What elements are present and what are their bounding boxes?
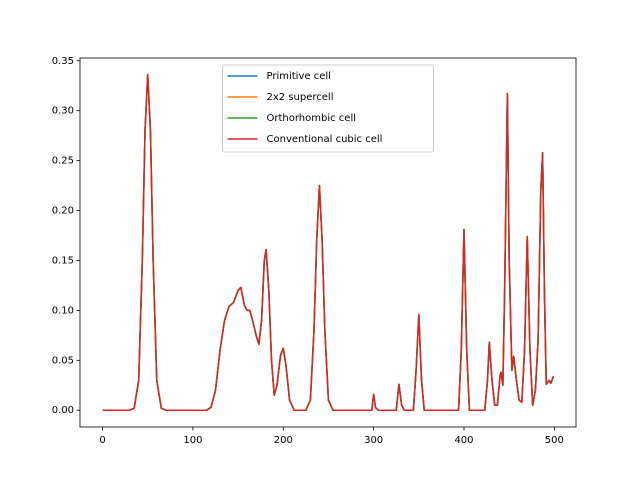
x-tick-label: 0: [99, 435, 105, 446]
legend-label: Conventional cubic cell: [267, 134, 383, 145]
y-tick-label: 0.35: [52, 56, 74, 67]
legend-label: Primitive cell: [267, 71, 331, 82]
y-tick-label: 0.00: [52, 405, 74, 416]
y-tick-label: 0.25: [52, 156, 74, 167]
x-tick-label: 300: [364, 435, 383, 446]
series-line: [102, 74, 555, 411]
x-tick-label: 100: [183, 435, 202, 446]
legend-box: [222, 64, 434, 153]
y-tick-label: 0.30: [52, 106, 74, 117]
x-tick-label: 400: [454, 435, 473, 446]
x-tick-label: 500: [545, 435, 564, 446]
legend-label: 2x2 supercell: [267, 92, 334, 103]
x-tick-label: 200: [274, 435, 293, 446]
y-tick-label: 0.20: [52, 206, 74, 217]
y-tick-label: 0.10: [52, 305, 74, 316]
y-tick-label: 0.05: [52, 355, 74, 366]
axes-frame: [79, 57, 577, 428]
y-tick-label: 0.15: [52, 255, 74, 266]
legend-label: Orthorhombic cell: [267, 113, 357, 124]
